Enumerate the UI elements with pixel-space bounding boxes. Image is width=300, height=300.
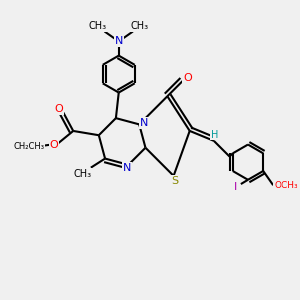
Text: H: H <box>211 130 218 140</box>
Text: S: S <box>172 176 178 186</box>
Text: N: N <box>123 163 131 173</box>
Text: CH₃: CH₃ <box>73 169 92 179</box>
Text: CH₂CH₃: CH₂CH₃ <box>14 142 45 151</box>
Text: I: I <box>234 182 237 192</box>
Text: O: O <box>50 140 58 150</box>
Text: OCH₃: OCH₃ <box>274 181 298 190</box>
Text: O: O <box>183 73 192 83</box>
Text: N: N <box>115 36 123 46</box>
Text: O: O <box>55 104 63 114</box>
Text: N: N <box>140 118 148 128</box>
Text: CH₃: CH₃ <box>131 21 149 31</box>
Text: CH₃: CH₃ <box>88 21 106 31</box>
